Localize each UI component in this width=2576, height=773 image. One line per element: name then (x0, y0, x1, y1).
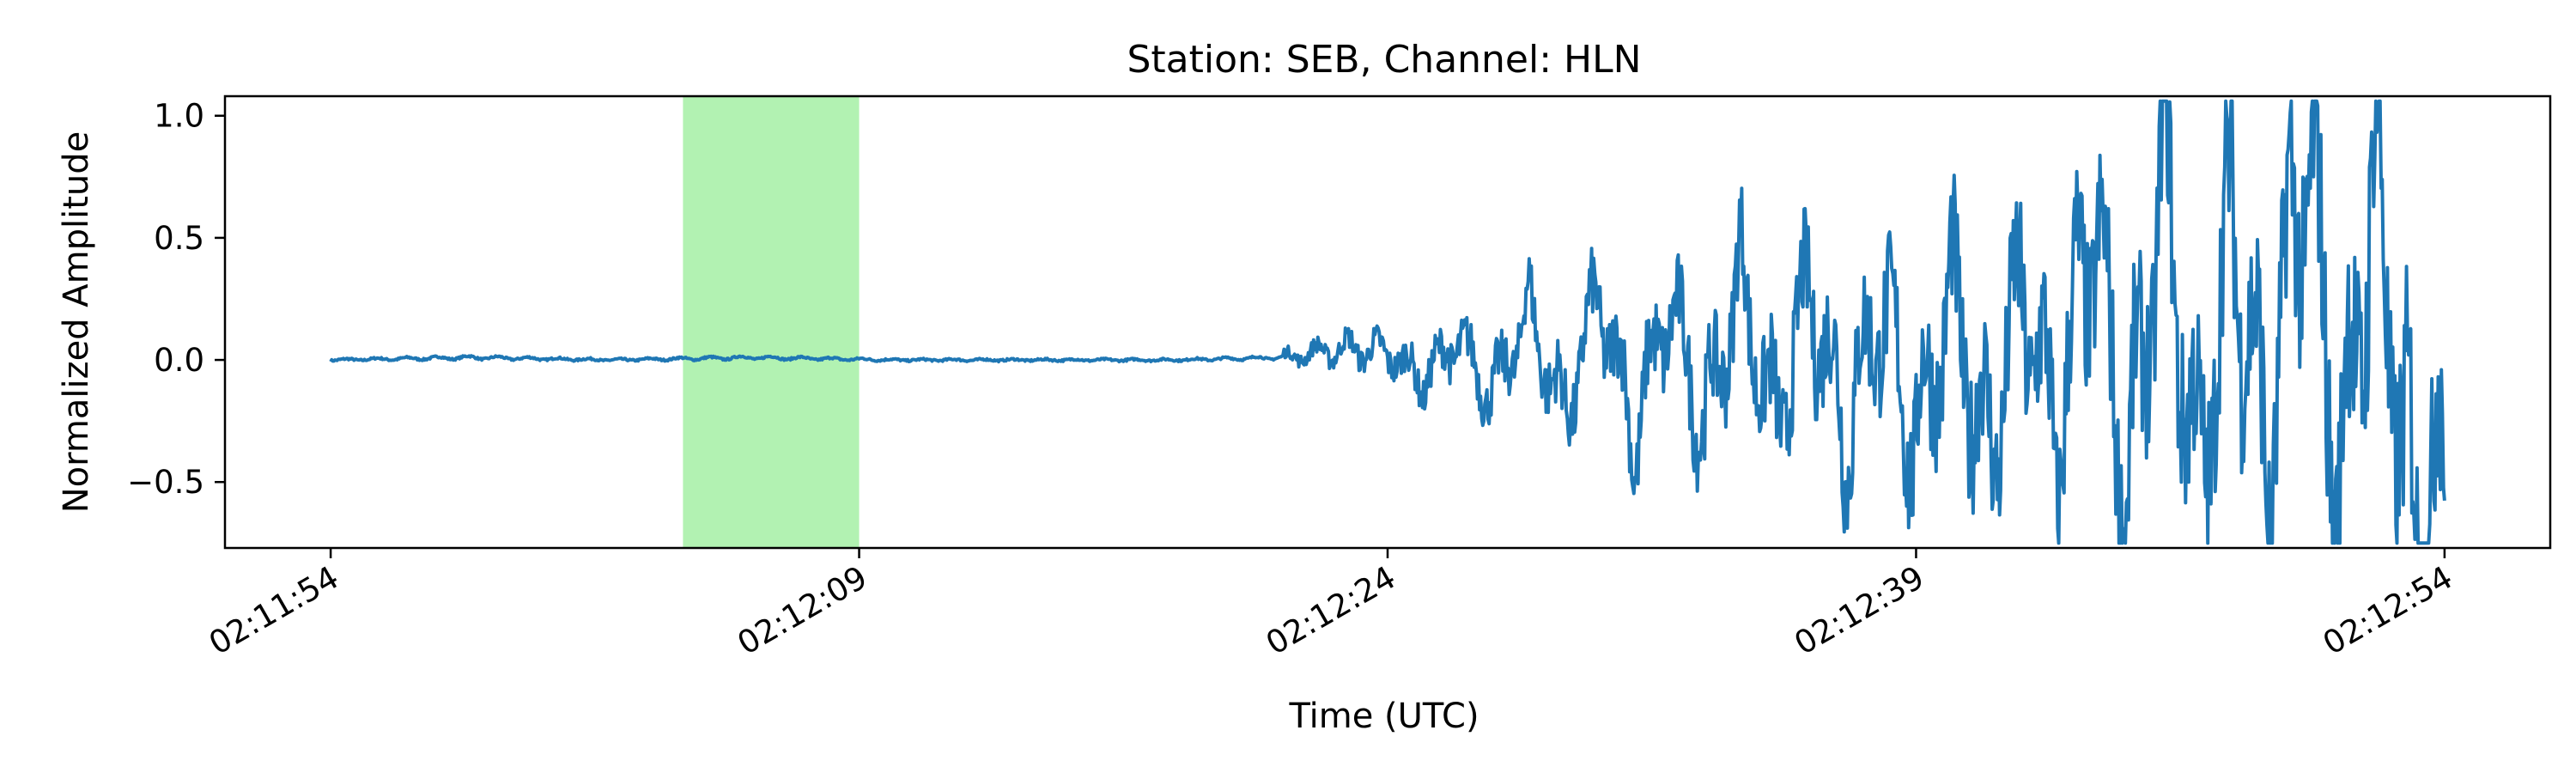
highlight-window (683, 96, 860, 548)
x-tick-label: 02:12:24 (1260, 559, 1401, 662)
y-tick-label: 0.5 (154, 220, 204, 257)
y-tick-label: 0.0 (154, 342, 204, 379)
x-tick-label: 02:12:09 (732, 559, 873, 662)
plot-frame (223, 94, 2552, 550)
y-tick-label: 1.0 (154, 98, 204, 135)
x-axis-label: Time (UTC) (1288, 697, 1479, 736)
y-tick-label: −0.5 (127, 464, 204, 501)
x-tick-label: 02:12:39 (1789, 559, 1930, 662)
y-axis-label: Normalized Amplitude (57, 131, 96, 514)
x-tick-label: 02:12:54 (2317, 559, 2458, 662)
waveform-line (329, 99, 2446, 545)
x-tick-label: 02:11:54 (203, 559, 344, 662)
chart-title: Station: SEB, Channel: HLN (1127, 38, 1641, 82)
